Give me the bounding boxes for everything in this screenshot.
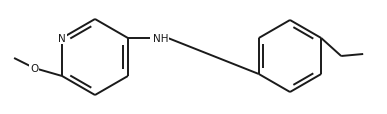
Text: O: O	[30, 63, 38, 73]
Text: N: N	[58, 34, 66, 44]
Text: NH: NH	[153, 34, 168, 44]
